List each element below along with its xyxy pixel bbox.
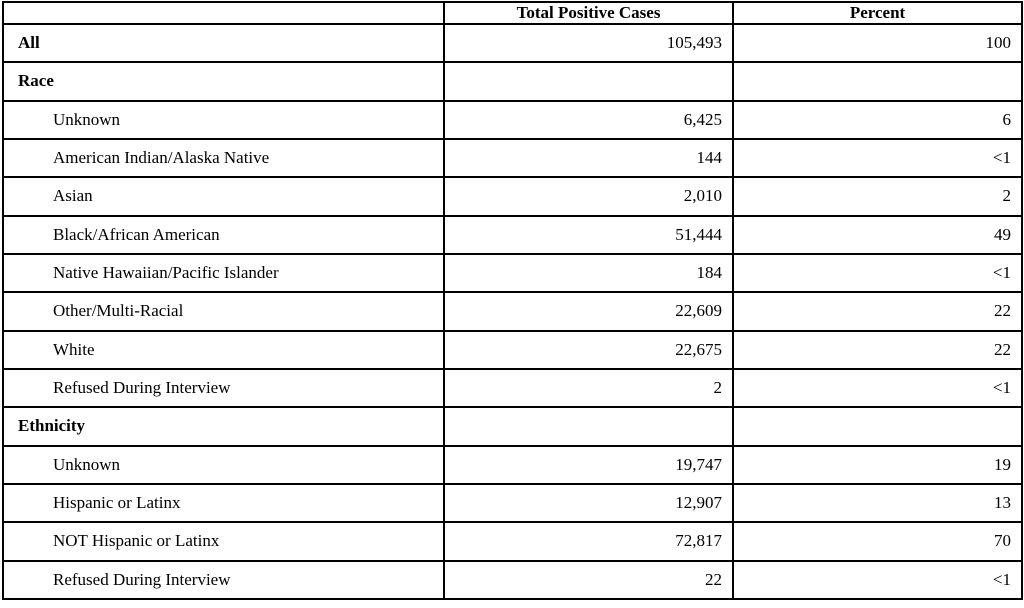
- row-label-cell: Refused During Interview: [2, 367, 445, 409]
- row-label-cell: Hispanic or Latinx: [2, 482, 445, 524]
- percent-cell: 6: [732, 99, 1023, 140]
- cases-cell: 12,907: [443, 482, 734, 524]
- percent-cell: <1: [732, 559, 1023, 601]
- cases-cell: 2: [443, 367, 734, 409]
- cases-cell: 22,609: [443, 291, 734, 332]
- table-row-black-african-american: Black/African American 51,444 49: [2, 214, 1023, 255]
- row-label-cell: American Indian/Alaska Native: [2, 137, 445, 179]
- table-row-american-indian-alaska-native: American Indian/Alaska Native 144 <1: [2, 137, 1023, 179]
- percent-cell: 22: [732, 291, 1023, 332]
- row-label-cell: Unknown: [2, 99, 445, 140]
- table-row-race-section: Race: [2, 61, 1023, 102]
- row-label-cell: Refused During Interview: [2, 559, 445, 601]
- table-row-race-unknown: Unknown 6,425 6: [2, 99, 1023, 140]
- table-row-hispanic-or-latinx: Hispanic or Latinx 12,907 13: [2, 482, 1023, 524]
- header-blank-cell: [2, 1, 445, 25]
- cases-cell: 2,010: [443, 176, 734, 217]
- cases-cell: [443, 406, 734, 447]
- row-label-cell: All: [2, 22, 445, 64]
- cases-cell: 6,425: [443, 99, 734, 140]
- row-label-cell: Race: [2, 61, 445, 102]
- percent-cell: 100: [732, 22, 1023, 64]
- header-total-positive-cases: Total Positive Cases: [443, 1, 734, 25]
- cases-cell: 19,747: [443, 444, 734, 485]
- cases-cell: [443, 61, 734, 102]
- table-row-race-refused-during-interview: Refused During Interview 2 <1: [2, 367, 1023, 409]
- table-row-ethnicity-unknown: Unknown 19,747 19: [2, 444, 1023, 485]
- cases-cell: 22,675: [443, 329, 734, 370]
- percent-cell: <1: [732, 367, 1023, 409]
- row-label-cell: Ethnicity: [2, 406, 445, 447]
- row-label-cell: Black/African American: [2, 214, 445, 255]
- table-row-asian: Asian 2,010 2: [2, 176, 1023, 217]
- percent-cell: <1: [732, 137, 1023, 179]
- row-label-cell: White: [2, 329, 445, 370]
- header-percent: Percent: [732, 1, 1023, 25]
- percent-cell: 19: [732, 444, 1023, 485]
- cases-cell: 144: [443, 137, 734, 179]
- table-row-native-hawaiian-pacific-islander: Native Hawaiian/Pacific Islander 184 <1: [2, 252, 1023, 294]
- row-label-cell: Asian: [2, 176, 445, 217]
- percent-cell: 13: [732, 482, 1023, 524]
- cases-cell: 51,444: [443, 214, 734, 255]
- table-row-not-hispanic-or-latinx: NOT Hispanic or Latinx 72,817 70: [2, 521, 1023, 562]
- cases-cell: 72,817: [443, 521, 734, 562]
- percent-cell: <1: [732, 252, 1023, 294]
- table-row-white: White 22,675 22: [2, 329, 1023, 370]
- row-label-cell: Unknown: [2, 444, 445, 485]
- row-label-cell: NOT Hispanic or Latinx: [2, 521, 445, 562]
- cases-cell: 105,493: [443, 22, 734, 64]
- percent-cell: [732, 406, 1023, 447]
- cases-cell: 22: [443, 559, 734, 601]
- table-row-ethnicity-section: Ethnicity: [2, 406, 1023, 447]
- percent-cell: 70: [732, 521, 1023, 562]
- percent-cell: 2: [732, 176, 1023, 217]
- cases-cell: 184: [443, 252, 734, 294]
- percent-cell: 49: [732, 214, 1023, 255]
- row-label-cell: Native Hawaiian/Pacific Islander: [2, 252, 445, 294]
- table-row-other-multi-racial: Other/Multi-Racial 22,609 22: [2, 291, 1023, 332]
- percent-cell: [732, 61, 1023, 102]
- table-header-row: Total Positive Cases Percent: [2, 1, 1023, 25]
- row-label-cell: Other/Multi-Racial: [2, 291, 445, 332]
- table-row-all: All 105,493 100: [2, 22, 1023, 64]
- table-row-ethnicity-refused-during-interview: Refused During Interview 22 <1: [2, 559, 1023, 601]
- percent-cell: 22: [732, 329, 1023, 370]
